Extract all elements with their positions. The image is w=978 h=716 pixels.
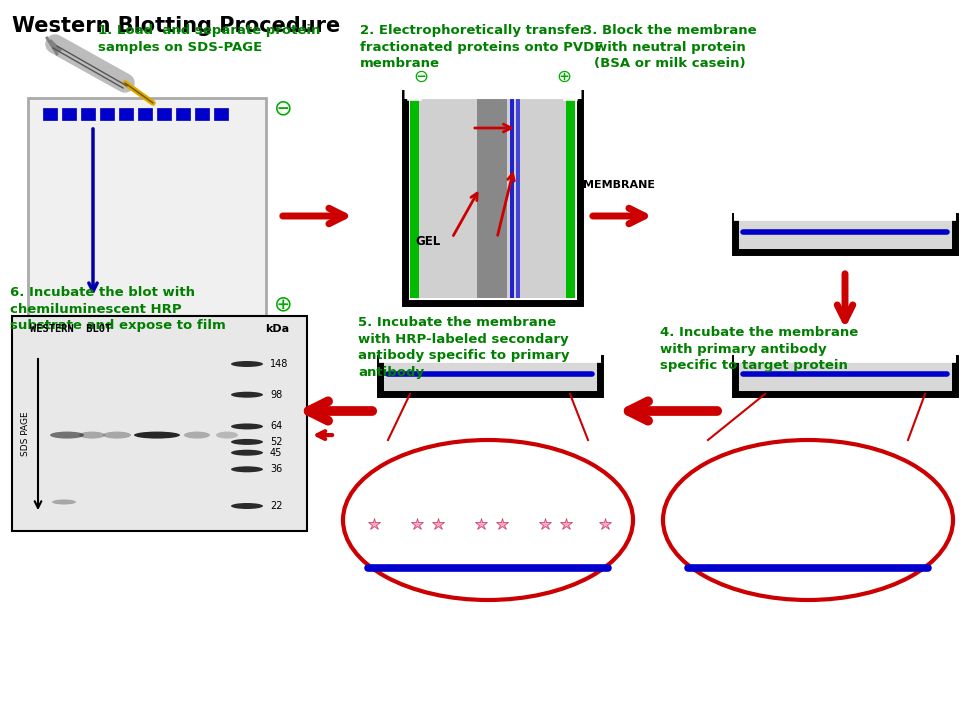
Bar: [410, 98, 574, 298]
Text: 98: 98: [270, 390, 282, 400]
Ellipse shape: [231, 466, 263, 473]
Text: 22: 22: [270, 501, 283, 511]
Text: 4. Incubate the membrane
with primary antibody
specific to target protein: 4. Incubate the membrane with primary an…: [659, 326, 858, 372]
Ellipse shape: [231, 503, 263, 509]
Ellipse shape: [231, 392, 263, 397]
Text: 6. Incubate the blot with
chemiluminescent HRP
substrate and expose to film: 6. Incubate the blot with chemiluminesce…: [10, 286, 226, 332]
Bar: [405, 93, 579, 303]
Bar: [176, 108, 190, 120]
Text: kDa: kDa: [265, 324, 289, 334]
Text: ⊕: ⊕: [556, 68, 571, 86]
Bar: [565, 98, 574, 298]
Text: 148: 148: [270, 359, 289, 369]
Bar: [43, 108, 57, 120]
Ellipse shape: [184, 432, 210, 439]
Text: 36: 36: [270, 464, 282, 474]
Bar: [138, 108, 152, 120]
Bar: [12, 316, 307, 531]
Ellipse shape: [231, 361, 263, 367]
Bar: [195, 108, 208, 120]
Text: WESTERN  BLOT: WESTERN BLOT: [30, 324, 111, 334]
Text: ⊖: ⊖: [274, 98, 292, 118]
Text: MEMBRANE: MEMBRANE: [583, 180, 654, 190]
Text: 3. Block the membrane
with neutral protein
(BSA or milk casein): 3. Block the membrane with neutral prote…: [583, 24, 756, 70]
Ellipse shape: [231, 423, 263, 430]
Ellipse shape: [342, 440, 633, 600]
Bar: [510, 98, 513, 298]
Ellipse shape: [103, 432, 131, 439]
Bar: [62, 108, 76, 120]
Bar: [214, 108, 228, 120]
Text: 52: 52: [270, 437, 283, 447]
Text: 64: 64: [270, 422, 282, 432]
Text: GEL: GEL: [415, 235, 440, 248]
Bar: [100, 108, 113, 120]
Bar: [28, 98, 266, 316]
Text: 1. Load  and separate protein
samples on SDS-PAGE: 1. Load and separate protein samples on …: [98, 24, 320, 54]
Ellipse shape: [52, 500, 76, 505]
Bar: [119, 108, 133, 120]
Ellipse shape: [216, 432, 238, 439]
Text: 2. Electrophoretically transfer
fractionated proteins onto PVDF
membrane: 2. Electrophoretically transfer fraction…: [360, 24, 602, 70]
Ellipse shape: [231, 450, 263, 455]
Ellipse shape: [50, 432, 84, 439]
Bar: [81, 108, 95, 120]
Text: Western Blotting Procedure: Western Blotting Procedure: [12, 16, 340, 36]
Text: 45: 45: [270, 448, 282, 458]
Ellipse shape: [231, 439, 263, 445]
FancyBboxPatch shape: [734, 216, 954, 252]
Ellipse shape: [662, 440, 952, 600]
Ellipse shape: [134, 432, 180, 439]
Bar: [410, 98, 419, 298]
Bar: [476, 98, 507, 298]
Ellipse shape: [79, 432, 105, 439]
Bar: [156, 108, 171, 120]
Text: 5. Incubate the membrane
with HRP-labeled secondary
antibody specific to primary: 5. Incubate the membrane with HRP-labele…: [358, 316, 569, 379]
Text: SDS PAGE: SDS PAGE: [21, 412, 29, 456]
FancyBboxPatch shape: [379, 358, 600, 394]
Bar: [515, 98, 519, 298]
Text: ⊖: ⊖: [413, 68, 427, 86]
Text: ⊕: ⊕: [274, 294, 292, 314]
FancyBboxPatch shape: [734, 358, 954, 394]
